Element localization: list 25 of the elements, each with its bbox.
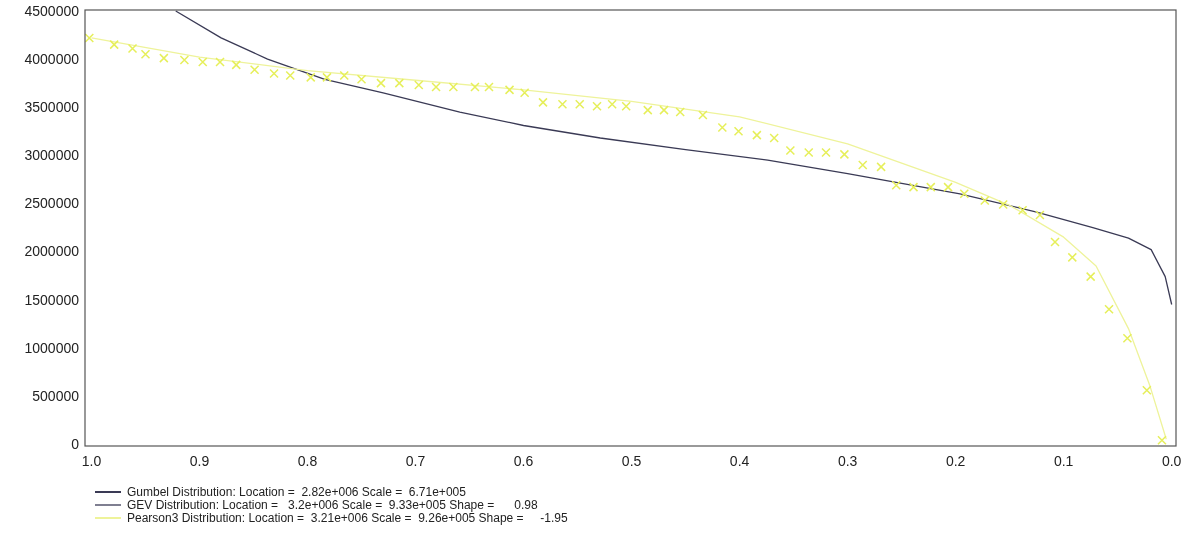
y-tick-label: 2500000	[24, 195, 80, 212]
x-tick-label: 0.2	[945, 453, 966, 469]
y-tick-label: 2000000	[24, 243, 80, 260]
legend-label: Gumbel Distribution: Location = 2.82e+006 Scale = 6.71e+005	[127, 485, 467, 499]
y-tick-label: 4500000	[24, 2, 80, 19]
x-tick-label: 0.8	[297, 453, 318, 469]
line-series	[175, 10, 1173, 306]
x-tick-label: 0.6	[513, 453, 534, 469]
y-tick-label: 1000000	[24, 339, 80, 356]
text: GEV Distribution: Location = 3.2e+006 Scale = 9.33e+005 Shape = 0.98	[127, 498, 538, 512]
y-tick-label: 4000000	[24, 50, 80, 67]
x-tick-label: 0.5	[621, 453, 642, 469]
x-tick-label: 0.3	[837, 453, 858, 469]
y-tick-label: 3500000	[24, 99, 80, 116]
y-tick-label: 500000	[32, 387, 80, 404]
x-tick-label: 1.0	[81, 453, 102, 469]
x-tick-label: 0.7	[405, 453, 426, 469]
y-tick-label: 1500000	[24, 291, 80, 308]
x-tick-label: 0.9	[189, 453, 210, 469]
x-tick-label: 0.0	[1161, 453, 1182, 469]
x-tick-label: 0.4	[729, 453, 750, 469]
x-tick-label: 0.1	[1053, 453, 1074, 469]
y-tick-label: 0	[71, 435, 80, 452]
legend-label: Pearson3 Distribution: Location = 3.21e+006 Scale = 9.26e+005 Shape = -1.95	[127, 511, 568, 525]
y-tick-label: 3000000	[24, 147, 80, 164]
